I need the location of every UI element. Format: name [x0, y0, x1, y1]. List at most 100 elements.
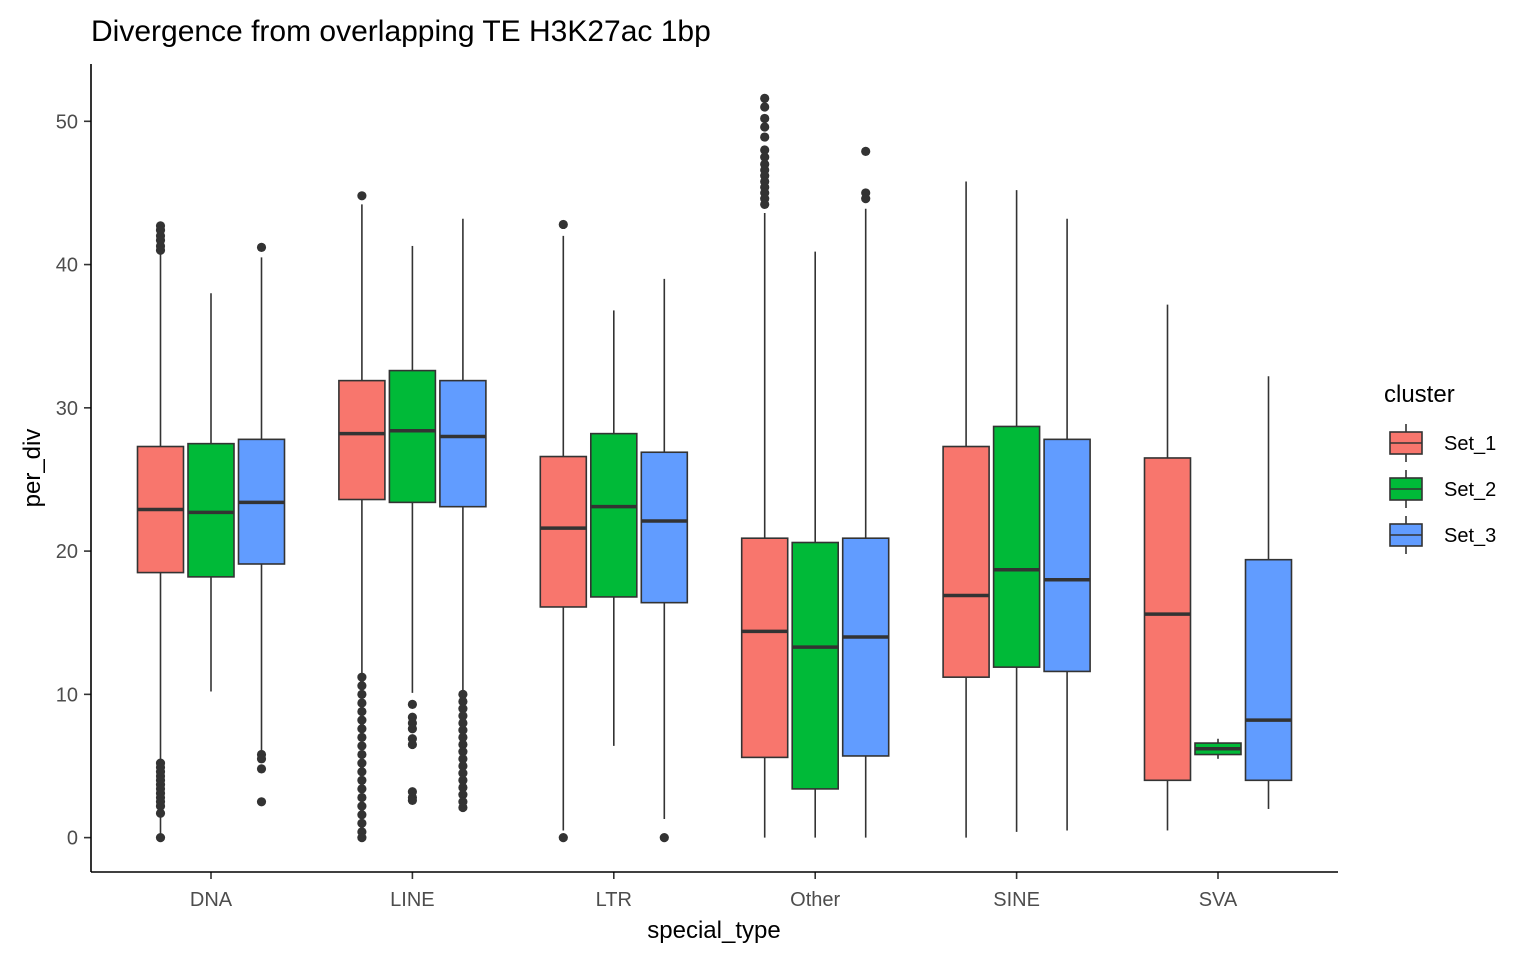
- iqr-box: [388, 369, 437, 504]
- box-ltr: [539, 219, 588, 843]
- outlier-point: [357, 715, 367, 725]
- iqr-box: [439, 379, 487, 508]
- legend-label: Set_1: [1444, 433, 1496, 455]
- outlier-point: [458, 689, 468, 699]
- y-tick-label: 30: [56, 398, 78, 420]
- outlier-point: [357, 681, 367, 691]
- outlier-point: [155, 245, 166, 255]
- outlier-point: [458, 747, 468, 757]
- box-line: [388, 245, 437, 805]
- x-axis: DNA LINE LTR Other SINE SVA: [190, 872, 1238, 911]
- outlier-point: [760, 152, 770, 162]
- x-tick-label: LINE: [390, 889, 434, 911]
- legend-item-set-1: Set_1: [1389, 424, 1496, 462]
- outlier-point: [760, 132, 770, 142]
- outlier-point: [760, 113, 770, 124]
- legend-item-set-3: Set_3: [1389, 516, 1496, 554]
- outlier-point: [357, 732, 367, 742]
- outlier-point: [256, 764, 267, 774]
- outlier-point: [458, 775, 468, 785]
- x-tick-label: SINE: [993, 889, 1040, 911]
- series-set-2: [187, 190, 1242, 838]
- iqr-box: [187, 442, 235, 578]
- outlier-point: [357, 775, 367, 785]
- outlier-point: [407, 739, 417, 750]
- outlier-point: [256, 797, 267, 807]
- outlier-point: [256, 242, 267, 252]
- x-tick-label: SVA: [1199, 889, 1238, 911]
- box-dna: [237, 242, 286, 807]
- box-sine: [992, 190, 1041, 832]
- box-line: [439, 218, 487, 813]
- series-set-3: [237, 146, 1293, 843]
- outlier-point: [458, 704, 468, 714]
- outlier-point: [760, 102, 770, 112]
- outlier-point: [458, 782, 468, 793]
- outlier-point: [760, 93, 770, 103]
- iqr-box: [791, 541, 840, 790]
- outlier-point: [357, 706, 367, 717]
- x-axis-title: special_type: [647, 917, 780, 944]
- outlier-point: [357, 741, 367, 751]
- iqr-box: [1244, 558, 1293, 782]
- x-tick-label: DNA: [190, 889, 233, 911]
- outlier-point: [458, 718, 468, 728]
- outlier-point: [458, 790, 468, 800]
- outlier-point: [458, 725, 468, 735]
- y-tick-label: 0: [67, 828, 78, 850]
- legend-title: cluster: [1384, 381, 1455, 408]
- outlier-point: [407, 795, 417, 805]
- box-dna: [136, 221, 185, 843]
- legend-item-set-2: Set_2: [1389, 470, 1496, 508]
- outlier-point: [861, 146, 871, 156]
- outlier-point: [760, 199, 770, 209]
- legend-label: Set_2: [1444, 479, 1496, 501]
- outlier-point: [357, 801, 367, 811]
- box-sva: [1244, 376, 1293, 809]
- outlier-point: [155, 801, 166, 811]
- outlier-point: [458, 739, 468, 750]
- outlier-point: [357, 833, 367, 843]
- outlier-point: [357, 810, 367, 820]
- box-other: [740, 93, 789, 838]
- outlier-point: [155, 808, 166, 818]
- outlier-point: [458, 802, 468, 813]
- iqr-box: [992, 425, 1041, 668]
- outlier-point: [357, 698, 367, 708]
- outlier-point: [760, 145, 770, 155]
- iqr-box: [942, 445, 990, 678]
- x-tick-label: LTR: [596, 889, 632, 911]
- outlier-point: [357, 191, 367, 201]
- outlier-point: [357, 758, 367, 768]
- iqr-box: [1043, 438, 1091, 673]
- outlier-point: [458, 732, 468, 742]
- outlier-point: [458, 696, 468, 707]
- iqr-box: [740, 537, 789, 759]
- y-tick-label: 50: [56, 111, 78, 133]
- outlier-point: [357, 784, 367, 794]
- outlier-point: [407, 724, 417, 734]
- outlier-point: [861, 194, 871, 204]
- iqr-box: [841, 537, 890, 757]
- chart-title: Divergence from overlapping TE H3K27ac 1…: [91, 15, 711, 48]
- box-ltr: [589, 310, 638, 746]
- iqr-box: [589, 432, 638, 598]
- outlier-point: [357, 792, 367, 803]
- box-other: [791, 251, 840, 838]
- outlier-point: [407, 699, 417, 709]
- y-tick-label: 20: [56, 541, 78, 563]
- box-line: [338, 191, 386, 843]
- box-dna: [187, 293, 235, 692]
- iqr-box: [640, 451, 689, 604]
- box-sine: [1043, 218, 1091, 831]
- outlier-point: [357, 672, 367, 682]
- iqr-box: [338, 379, 386, 501]
- y-axis-title: per_div: [19, 429, 46, 508]
- box-sva: [1143, 304, 1192, 831]
- box-sva: [1194, 738, 1242, 759]
- outlier-point: [558, 219, 568, 230]
- outlier-point: [357, 818, 367, 828]
- series-set-1: [136, 93, 1192, 843]
- outlier-point: [458, 761, 468, 771]
- box-ltr: [640, 278, 689, 843]
